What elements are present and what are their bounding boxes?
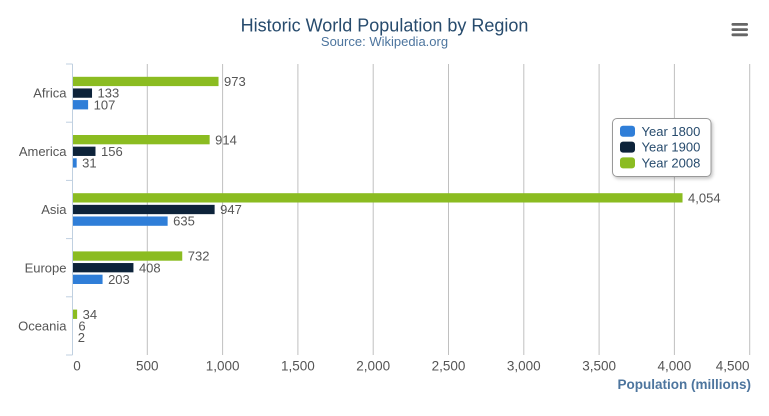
svg-text:1,500: 1,500 [281, 359, 315, 374]
svg-text:Historic World Population by R: Historic World Population by Region [241, 16, 529, 36]
svg-text:Year 2008: Year 2008 [642, 156, 701, 171]
svg-text:3,000: 3,000 [507, 359, 541, 374]
svg-text:Africa: Africa [33, 86, 67, 101]
svg-text:2,500: 2,500 [432, 359, 466, 374]
svg-text:4,500: 4,500 [716, 359, 750, 374]
svg-text:34: 34 [83, 307, 97, 322]
svg-text:3,500: 3,500 [582, 359, 616, 374]
svg-text:203: 203 [108, 272, 130, 287]
svg-text:973: 973 [224, 74, 246, 89]
svg-text:914: 914 [215, 132, 237, 147]
svg-text:947: 947 [220, 202, 242, 217]
svg-text:Year 1800: Year 1800 [642, 124, 701, 139]
svg-text:635: 635 [173, 214, 195, 229]
svg-text:Europe: Europe [25, 260, 67, 275]
svg-text:America: America [19, 144, 67, 159]
svg-text:31: 31 [82, 156, 96, 171]
svg-text:107: 107 [94, 97, 116, 112]
svg-text:6: 6 [78, 319, 85, 334]
svg-text:156: 156 [101, 144, 123, 159]
svg-text:4,054: 4,054 [688, 190, 721, 205]
svg-text:Population (millions): Population (millions) [618, 377, 752, 392]
svg-text:133: 133 [98, 86, 120, 101]
svg-text:0: 0 [73, 359, 81, 374]
svg-text:500: 500 [136, 359, 159, 374]
svg-text:408: 408 [139, 260, 161, 275]
svg-text:Oceania: Oceania [18, 319, 67, 334]
svg-text:732: 732 [188, 249, 210, 264]
svg-text:4,000: 4,000 [658, 359, 692, 374]
svg-text:2,000: 2,000 [356, 359, 390, 374]
svg-text:1,000: 1,000 [206, 359, 240, 374]
svg-text:Source: Wikipedia.org: Source: Wikipedia.org [321, 34, 448, 49]
svg-text:2: 2 [78, 330, 85, 345]
svg-text:Year 1900: Year 1900 [642, 140, 701, 155]
svg-text:Asia: Asia [41, 202, 67, 217]
